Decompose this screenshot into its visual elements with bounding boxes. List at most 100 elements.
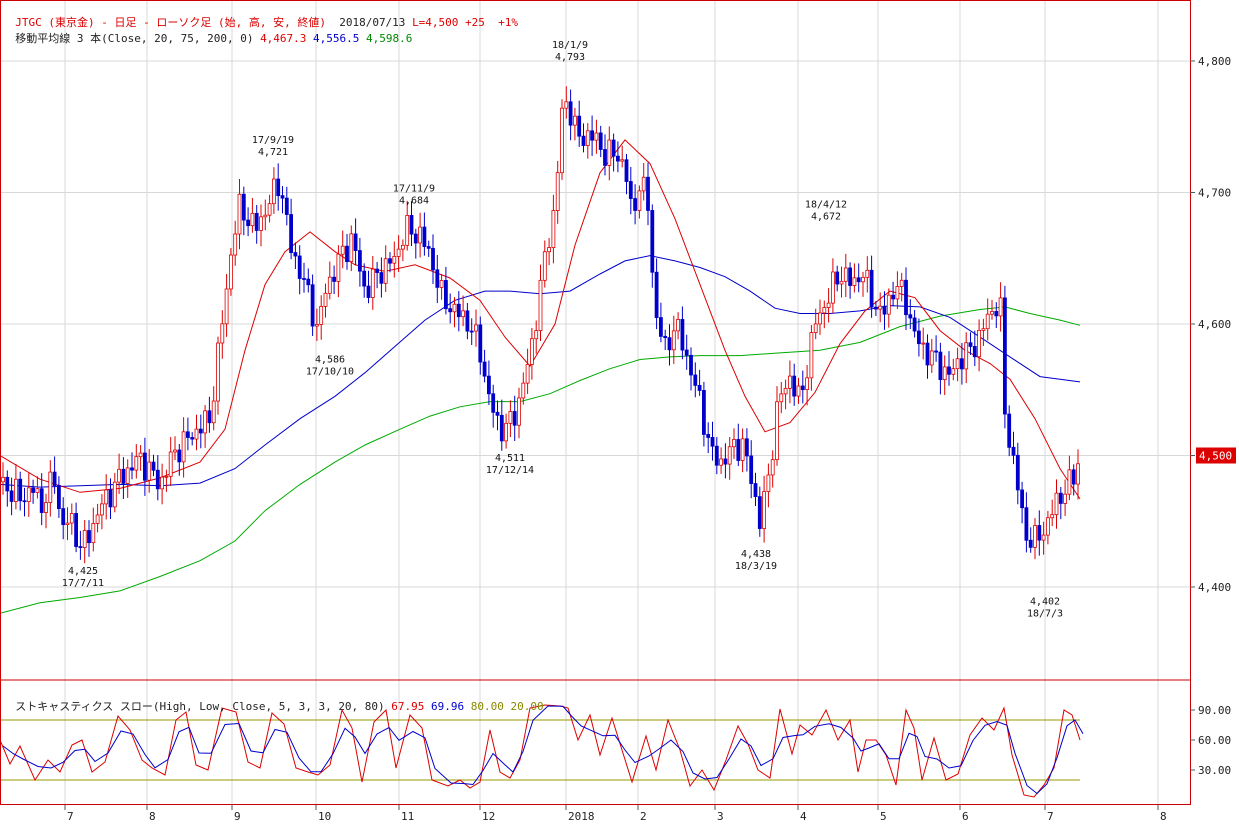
candle-body [843, 267, 848, 282]
annotation-price: 4,721 [258, 147, 288, 158]
candle-body [1015, 454, 1020, 491]
candle-body [590, 130, 594, 141]
candle-body [426, 246, 431, 249]
candle-body [134, 456, 139, 471]
annotation-price: 4,793 [555, 52, 585, 63]
candle-body [435, 269, 440, 288]
candle-body [13, 478, 18, 502]
ma-label: 移動平均線 3 本(Close, 20, 75, 200, 0) [15, 32, 254, 45]
candle-body [39, 488, 44, 513]
candle-body [1071, 469, 1076, 485]
candle-body [521, 382, 526, 399]
candle-body [1054, 492, 1059, 516]
candle-body [323, 292, 328, 307]
annotation-date: 18/1/9 [552, 40, 588, 51]
candle-body [818, 312, 822, 325]
candle-body [719, 458, 723, 466]
candle-body [925, 342, 930, 366]
header-date: 2018/07/13 [339, 16, 406, 29]
candle-body [620, 159, 625, 162]
candle-body [749, 455, 754, 484]
annotation-date: 17/7/11 [62, 578, 104, 589]
candle-body [418, 226, 423, 244]
candle-body [581, 135, 586, 146]
candle-body [82, 530, 87, 548]
candle-body [1007, 413, 1012, 448]
candle-body [1028, 539, 1033, 548]
candle-body [762, 491, 766, 529]
candle-body [151, 461, 156, 471]
candle-body [560, 107, 564, 174]
candle-body [220, 323, 225, 344]
ma200-value: 4,598.6 [366, 32, 413, 45]
candle-body [641, 176, 646, 192]
candle-body [517, 397, 521, 426]
candle-body [31, 487, 36, 493]
header-change: +25 [465, 16, 485, 29]
candle-body [276, 178, 281, 197]
candle-body [57, 485, 61, 509]
candle-body [504, 422, 509, 442]
candle-body [461, 310, 466, 318]
x-tick-label: 4 [800, 810, 807, 823]
price-tick-label: 4,400 [1198, 581, 1231, 594]
candle-body [452, 303, 457, 313]
candle-body [345, 245, 349, 262]
candle-body [525, 364, 530, 384]
symbol-title: JTGC (東京金) - 日足 - ローソク足 (始, 高, 安, 終値) [15, 16, 326, 29]
candle-body [478, 324, 483, 363]
candle-body [302, 278, 306, 280]
candle-body [74, 513, 78, 547]
candle-body [340, 245, 345, 255]
candle-body [534, 330, 539, 340]
candle-body [91, 522, 96, 544]
candle-body [117, 468, 121, 483]
candle-body [44, 502, 48, 513]
candle-body [800, 385, 805, 391]
x-tick-label: 5 [880, 810, 887, 823]
x-tick-label: 7 [1047, 810, 1054, 823]
candle-body [775, 401, 779, 461]
candle-body [271, 178, 276, 205]
candle-body [650, 210, 655, 273]
x-tick-label: 2018 [568, 810, 595, 823]
candle-body [203, 410, 208, 434]
stoch-d-value: 69.96 [431, 700, 465, 713]
stoch-label: ストキャスティクス スロー(High, Low, Close, 5, 3, 3,… [15, 700, 385, 713]
candle-body [35, 488, 40, 493]
candle-body [792, 375, 797, 397]
candle-body [431, 247, 435, 271]
price-tick-label: 4,600 [1198, 318, 1231, 331]
candle-body [968, 342, 973, 347]
candle-body [465, 310, 470, 332]
x-tick-label: 6 [962, 810, 969, 823]
candle-body [813, 323, 818, 333]
candle-body [280, 195, 285, 199]
candle-body [241, 193, 246, 221]
chart-header-line2: 移動平均線 3 本(Close, 20, 75, 200, 0) 4,467.3… [2, 17, 412, 46]
candle-body [26, 487, 31, 502]
candle-body [319, 305, 324, 325]
candle-body [65, 522, 70, 526]
header-change-pct: +1% [498, 16, 519, 29]
candle-body [121, 468, 126, 484]
candle-body [585, 130, 590, 146]
candle-body [856, 277, 861, 283]
candle-body [633, 198, 637, 211]
candle-body [9, 490, 14, 502]
ma20-path [0, 139, 1081, 500]
annotation-price: 4,586 [315, 354, 345, 365]
candle-body [18, 478, 23, 502]
candle-body [1050, 514, 1055, 519]
candle-body [882, 305, 887, 315]
candle-body [960, 358, 964, 370]
candle-body [624, 159, 629, 182]
stochastic-panel [0, 704, 1084, 798]
candle-body [727, 446, 732, 465]
annotation-price: 4,511 [495, 453, 525, 464]
candle-body [938, 351, 943, 381]
candle-body [216, 342, 220, 402]
candle-body [689, 354, 693, 376]
candle-body [155, 469, 160, 490]
